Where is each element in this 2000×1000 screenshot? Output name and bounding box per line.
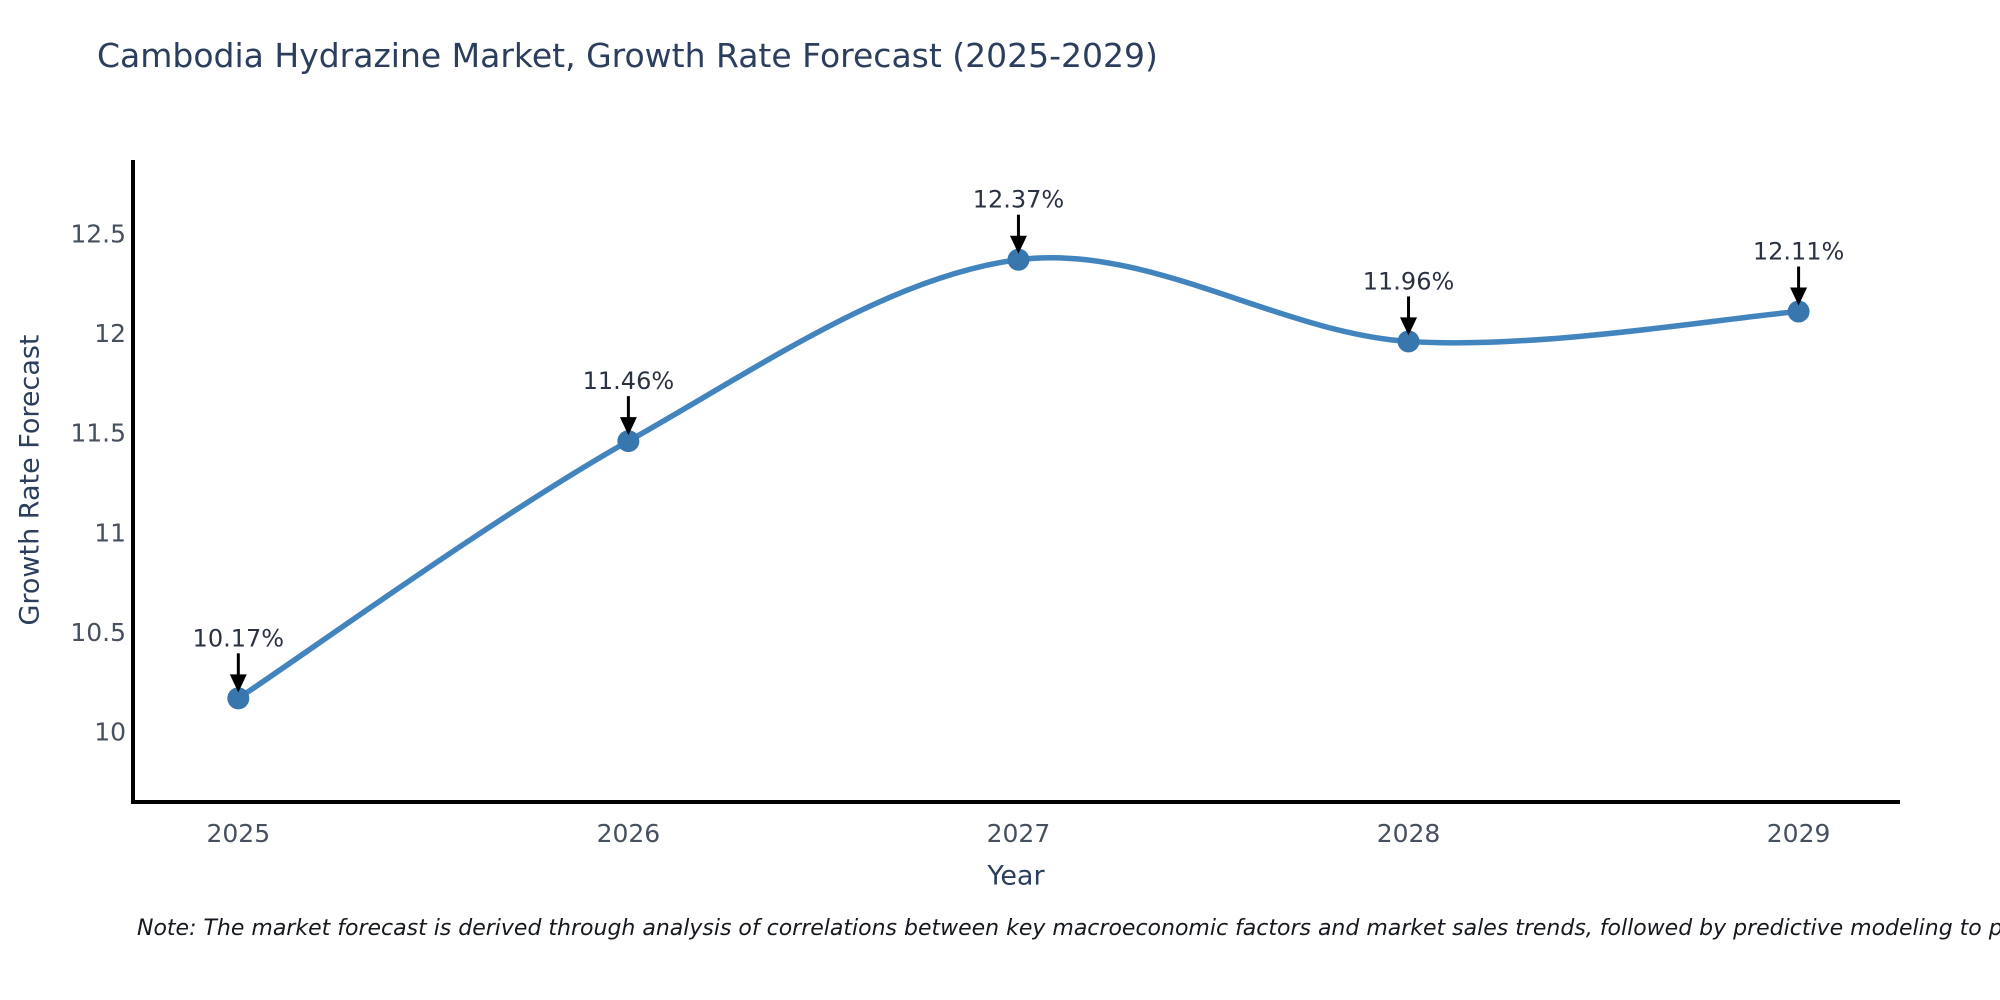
data-point-marker xyxy=(617,430,640,453)
axis-spines xyxy=(131,160,1900,804)
y-tick-label: 10.5 xyxy=(70,618,126,647)
y-tick-label: 12.5 xyxy=(70,219,126,248)
y-tick-label: 11.5 xyxy=(70,419,126,448)
data-point-label: 11.46% xyxy=(583,367,675,395)
data-point-marker xyxy=(1397,330,1420,353)
data-point-label: 12.37% xyxy=(973,186,1065,214)
data-point-label: 10.17% xyxy=(193,624,285,652)
annotation-arrow-head xyxy=(1790,287,1808,306)
x-axis-title: Year xyxy=(987,860,1045,892)
data-point-marker xyxy=(1007,248,1030,271)
x-tick-label: 2026 xyxy=(597,819,661,848)
x-tick-label: 2027 xyxy=(987,819,1051,848)
series-line xyxy=(235,254,1802,702)
y-tick-label: 10 xyxy=(94,718,126,747)
data-point-marker xyxy=(1787,300,1810,323)
x-tick-label: 2028 xyxy=(1377,819,1441,848)
chart-title: Cambodia Hydrazine Market, Growth Rate F… xyxy=(97,36,1158,75)
data-point-marker xyxy=(227,687,250,710)
annotation-arrow-head xyxy=(619,417,637,436)
annotation-arrow-head xyxy=(229,674,247,693)
data-point-label: 12.11% xyxy=(1753,238,1845,266)
data-point-label: 11.96% xyxy=(1363,267,1455,295)
x-tick-label: 2025 xyxy=(207,819,271,848)
y-tick-label: 11 xyxy=(94,518,126,547)
x-tick-label: 2029 xyxy=(1767,819,1831,848)
annotation-arrow-head xyxy=(1009,235,1027,254)
chart-footnote: Note: The market forecast is derived thr… xyxy=(137,916,2000,941)
annotation-arrow-head xyxy=(1400,317,1418,336)
y-tick-label: 12 xyxy=(94,319,126,348)
